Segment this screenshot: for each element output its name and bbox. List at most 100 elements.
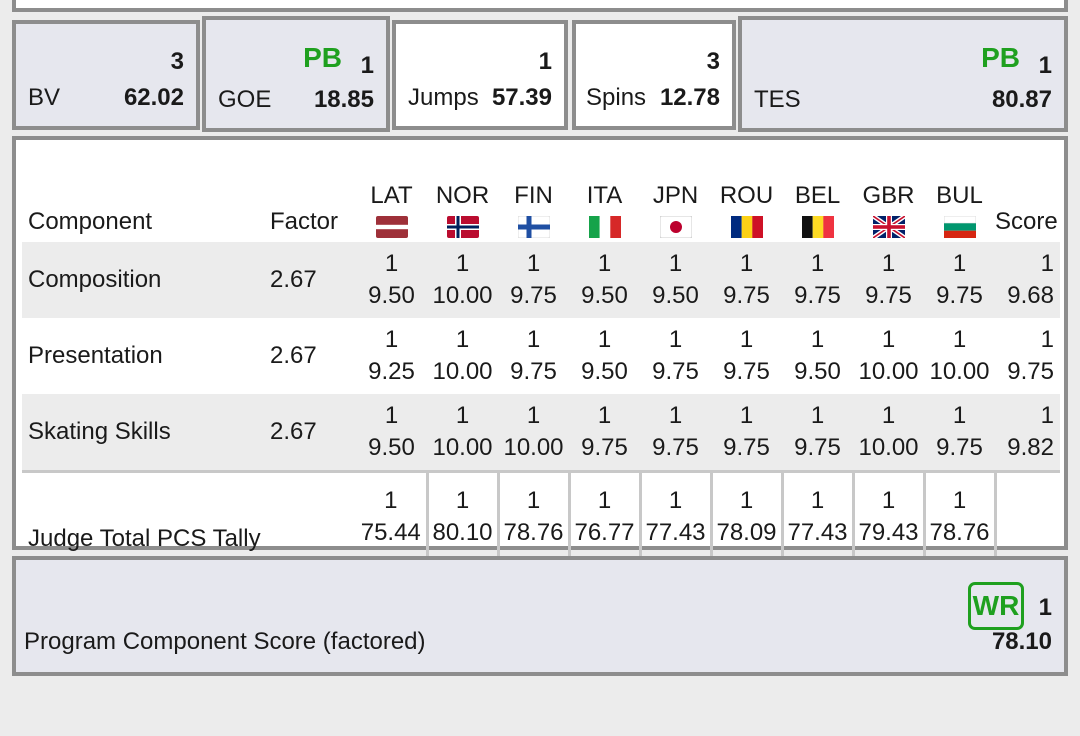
mark-rank: 1: [952, 326, 967, 353]
tally-value: 75.44: [360, 519, 421, 546]
judge-mark: 1 9.75: [498, 318, 569, 394]
component-name: Composition: [28, 266, 162, 293]
tally-mark: 1 77.43: [780, 470, 853, 561]
japan-flag-icon: [659, 216, 692, 238]
mark-value: 9.50: [368, 434, 415, 461]
judge-code: ITA: [586, 182, 623, 209]
mark-value: 9.75: [936, 282, 983, 309]
judge-mark: 1 9.75: [711, 318, 782, 394]
mark-rank: 1: [739, 402, 754, 429]
belgium-flag-icon: [801, 216, 834, 238]
judge-header-fin: FIN: [498, 150, 569, 242]
mark-rank: 1: [384, 326, 399, 353]
judge-mark: 1 10.00: [498, 394, 569, 472]
judge-header-lat: LAT: [356, 150, 427, 242]
pcs-table: Component Factor LAT NOR FIN ITA: [22, 150, 1060, 561]
judge-mark: 1 9.75: [782, 242, 853, 318]
judge-mark: 1 9.75: [924, 242, 995, 318]
mark-rank: 1: [739, 250, 754, 277]
spins-value: 12.78: [659, 84, 720, 111]
factor-header: Factor: [270, 208, 339, 235]
component-name: Presentation: [28, 342, 163, 369]
pcs-tally-row: Judge Total PCS Tally 1 75.44 1 80.10 1 78.…: [22, 470, 1060, 561]
goe-box: PB 1 GOE 18.85: [202, 16, 390, 132]
tally-mark: 1 80.10: [425, 470, 498, 561]
mark-value: 9.75: [652, 358, 699, 385]
mark-rank: 1: [952, 402, 967, 429]
spins-box: 3 Spins 12.78: [572, 20, 736, 130]
mark-value: 9.75: [936, 434, 983, 461]
mark-value: 9.75: [794, 434, 841, 461]
mark-value: 10.00: [858, 358, 919, 385]
tally-mark: 1 75.44: [356, 470, 427, 561]
score-rank: 1: [1040, 326, 1054, 353]
mark-rank: 1: [455, 250, 470, 277]
tally-rank: 1: [384, 487, 398, 514]
judge-mark: 1 9.75: [640, 318, 711, 394]
judge-mark: 1 9.50: [356, 242, 427, 318]
tally-value: 78.76: [929, 519, 990, 546]
mark-rank: 1: [739, 326, 754, 353]
judge-code: ROU: [719, 182, 774, 209]
mark-rank: 1: [526, 326, 541, 353]
tally-label: Judge Total PCS Tally: [22, 470, 356, 561]
judge-mark: 1 9.50: [640, 242, 711, 318]
judge-mark: 1 10.00: [853, 318, 924, 394]
tes-box: PB 1 TES 80.87: [738, 16, 1068, 132]
jumps-value: 57.39: [491, 84, 552, 111]
judge-mark: 1 9.75: [853, 242, 924, 318]
tally-mark: 1 78.09: [709, 470, 782, 561]
mark-rank: 1: [597, 250, 612, 277]
judge-code: NOR: [435, 182, 490, 209]
judge-code: JPN: [652, 182, 699, 209]
finland-flag-icon: [517, 216, 550, 238]
tally-value: 76.77: [574, 519, 635, 546]
score-rank: 1: [1040, 402, 1054, 429]
mark-rank: 1: [455, 326, 470, 353]
judge-mark: 1 9.25: [356, 318, 427, 394]
score-value: 9.82: [1007, 434, 1054, 461]
goe-label: GOE: [218, 86, 272, 113]
mark-rank: 1: [668, 326, 683, 353]
italy-flag-icon: [588, 216, 621, 238]
mark-value: 9.75: [865, 282, 912, 309]
mark-value: 9.75: [723, 434, 770, 461]
tes-pb-badge: PB: [981, 42, 1020, 73]
jumps-box: 1 Jumps 57.39: [392, 20, 568, 130]
judge-header-nor: NOR: [427, 150, 498, 242]
norway-flag-icon: [446, 216, 479, 238]
mark-rank: 1: [597, 402, 612, 429]
pcs-total-panel: WR 1 Program Component Score (factored) …: [12, 556, 1068, 676]
mark-value: 10.00: [432, 434, 493, 461]
judge-header-bel: BEL: [782, 150, 853, 242]
wr-badge: WR: [968, 582, 1024, 630]
tally-value: 78.76: [503, 519, 564, 546]
goe-value: 18.85: [313, 86, 374, 113]
judge-mark: 1 9.75: [498, 242, 569, 318]
judge-mark: 1 9.75: [782, 394, 853, 472]
mark-rank: 1: [810, 402, 825, 429]
mark-value: 9.50: [581, 282, 628, 309]
pcs-panel: Component Factor LAT NOR FIN ITA: [12, 136, 1068, 561]
judge-mark: 1 10.00: [924, 318, 995, 394]
component-factor: 2.67: [270, 266, 317, 293]
score-value: 9.75: [1007, 358, 1054, 385]
judge-mark: 1 10.00: [427, 394, 498, 472]
pcs-total-label: Program Component Score (factored): [24, 628, 426, 655]
tally-empty-cell: [993, 470, 1060, 561]
mark-rank: 1: [597, 326, 612, 353]
judge-code: FIN: [514, 182, 553, 209]
judge-mark: 1 9.75: [924, 394, 995, 472]
tally-mark: 1 78.76: [496, 470, 569, 561]
tally-rank: 1: [526, 487, 541, 514]
tes-value: 80.87: [991, 86, 1052, 113]
tally-rank: 1: [952, 487, 967, 514]
judge-mark: 1 9.75: [640, 394, 711, 472]
mark-value: 9.50: [794, 358, 841, 385]
goe-count: 1: [360, 52, 374, 79]
mark-rank: 1: [810, 326, 825, 353]
judge-header-ita: ITA: [569, 150, 640, 242]
mark-rank: 1: [881, 250, 896, 277]
mark-value: 9.50: [652, 282, 699, 309]
tally-mark: 1 79.43: [851, 470, 924, 561]
